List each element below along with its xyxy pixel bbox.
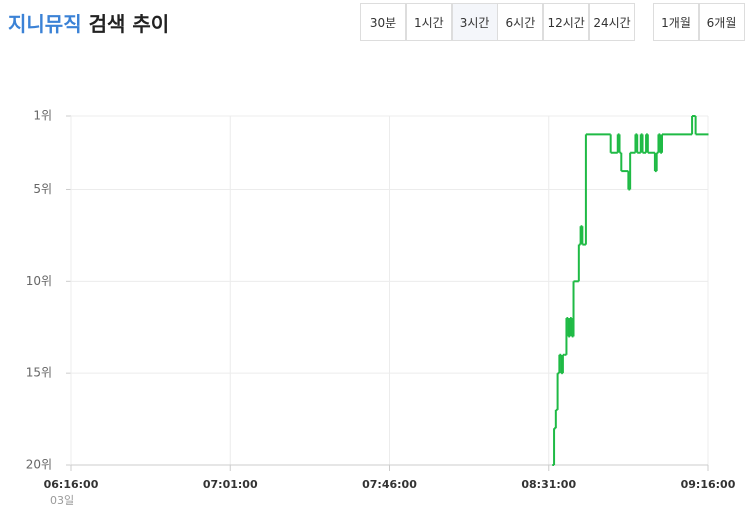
range-button[interactable]: 6개월 (698, 3, 745, 41)
y-tick-label: 10위 (26, 274, 52, 288)
y-tick-label: 5위 (33, 182, 52, 196)
x-tick-label: 08:31:00 (521, 478, 576, 491)
range-button[interactable]: 1시간 (405, 3, 452, 41)
x-tick-label: 06:16:00 (44, 478, 99, 491)
x-sublabel: 03일 (50, 493, 74, 507)
header: 지니뮤직 검색 추이 (8, 8, 169, 37)
range-button[interactable]: 12시간 (543, 3, 590, 41)
range-button[interactable]: 6시간 (497, 3, 544, 41)
brand: 지니뮤직 (8, 12, 82, 36)
range-button[interactable]: 24시간 (589, 3, 635, 41)
range-button[interactable]: 1개월 (653, 3, 699, 41)
y-tick-label: 20위 (26, 458, 52, 472)
title: 검색 추이 (88, 12, 170, 36)
x-tick-label: 07:46:00 (362, 478, 417, 491)
x-tick-label: 07:01:00 (203, 478, 258, 491)
y-tick-label: 15위 (26, 366, 52, 380)
x-tick-label: 09:16:00 (681, 478, 736, 491)
range-button[interactable]: 30분 (360, 3, 406, 41)
y-tick-label: 1위 (33, 109, 52, 123)
range-button[interactable]: 3시간 (451, 3, 498, 41)
